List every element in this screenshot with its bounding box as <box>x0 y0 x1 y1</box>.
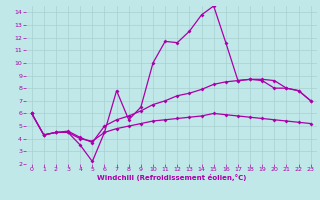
X-axis label: Windchill (Refroidissement éolien,°C): Windchill (Refroidissement éolien,°C) <box>97 174 246 181</box>
